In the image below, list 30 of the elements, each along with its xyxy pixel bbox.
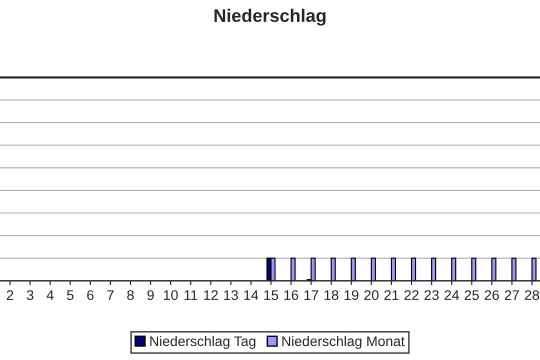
x-tick-label: 12: [204, 290, 218, 300]
x-tick-label: 15: [264, 290, 278, 300]
x-tick-label: 9: [147, 290, 154, 300]
x-tick-label: 6: [87, 290, 94, 300]
legend-label: Niederschlag Tag: [150, 336, 256, 349]
x-tick-label: 17: [304, 290, 318, 300]
x-tick-label: 26: [484, 290, 499, 300]
x-tick-label: 10: [164, 290, 178, 300]
x-tick-label: 25: [464, 290, 479, 300]
x-tick-label: 21: [384, 290, 398, 300]
x-tick-label: 8: [127, 290, 134, 300]
x-tick-label: 11: [184, 290, 198, 300]
x-tick-label: 14: [244, 290, 258, 300]
x-tick-label: 3: [26, 290, 34, 300]
x-tick-label: 16: [284, 290, 298, 300]
x-tick-label: 20: [364, 290, 379, 300]
x-tick-label: 13: [224, 290, 238, 300]
x-tick-label: 18: [324, 290, 338, 300]
chart-title: Niederschlag: [214, 8, 326, 26]
x-tick-label: 28: [524, 290, 540, 300]
x-tick-label: 7: [107, 290, 114, 300]
legend-label: Niederschlag Monat: [282, 336, 405, 349]
x-tick-label: 5: [66, 290, 74, 300]
x-tick-label: 4: [46, 290, 54, 300]
x-tick-label: 24: [444, 290, 459, 300]
x-tick-label: 27: [504, 290, 519, 300]
x-tick-label: 19: [344, 290, 358, 300]
x-tick-label: 23: [424, 290, 439, 300]
x-tick-label: 22: [404, 290, 419, 300]
x-tick-label: 2: [6, 290, 14, 300]
